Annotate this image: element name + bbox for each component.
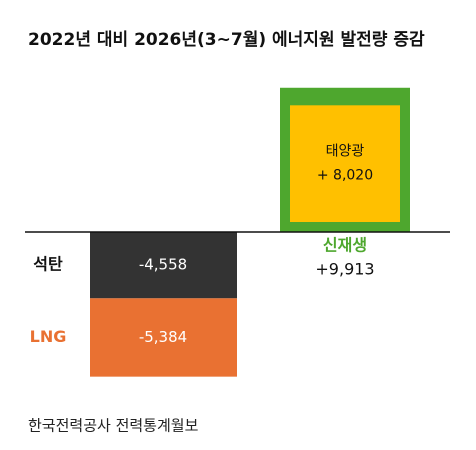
series-name: 태양광 bbox=[326, 144, 365, 160]
value-label: + 8,020 bbox=[317, 168, 373, 184]
series-name: 신재생 bbox=[323, 236, 367, 255]
bar bbox=[90, 298, 237, 377]
bar bbox=[290, 105, 400, 222]
bar bbox=[90, 232, 237, 299]
value-label: +9,913 bbox=[315, 260, 374, 279]
series-name: LNG bbox=[30, 327, 67, 346]
chart-title: 2022년 대비 2026년(3~7월) 에너지원 발전량 증감 bbox=[28, 30, 425, 50]
value-label: -5,384 bbox=[139, 328, 187, 346]
value-label: -4,558 bbox=[139, 256, 187, 274]
source: 한국전력공사 전력통계월보 bbox=[28, 417, 199, 435]
series-name: 석탄 bbox=[33, 255, 63, 274]
